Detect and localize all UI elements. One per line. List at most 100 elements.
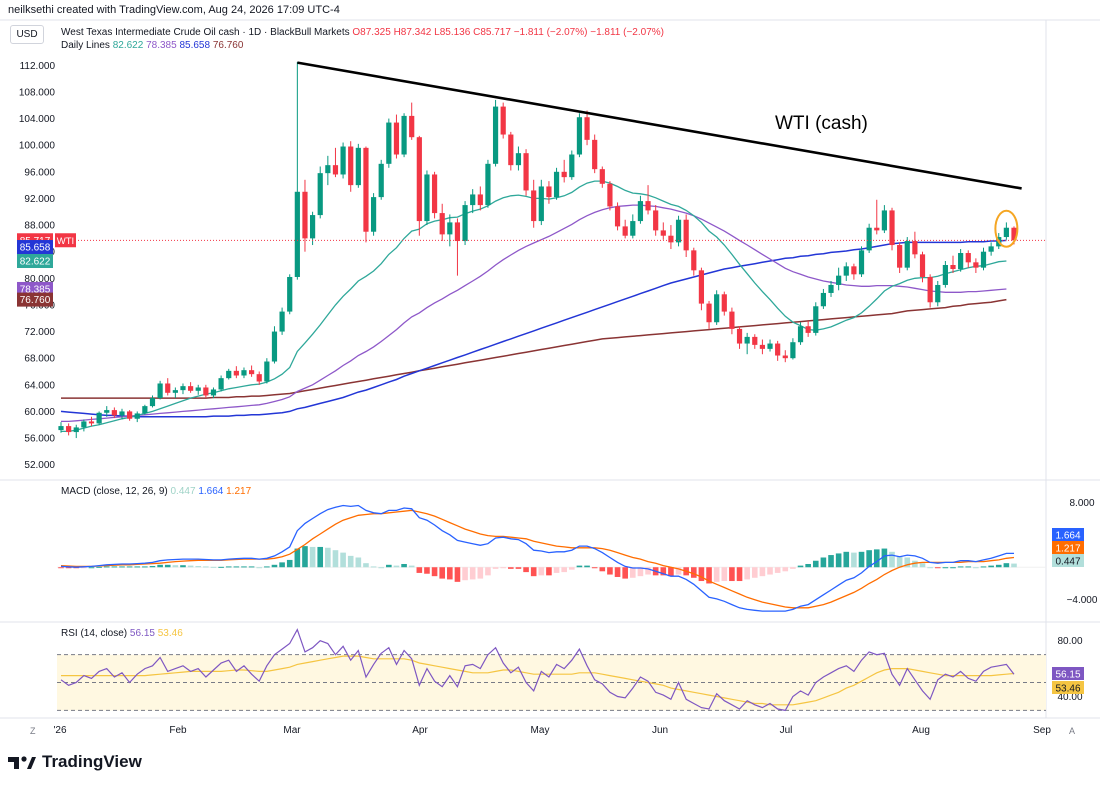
macd-histogram-bar (172, 565, 179, 568)
candle-body (805, 326, 811, 333)
macd-histogram-bar (965, 566, 972, 568)
header-credit: neilksethi created with TradingView.com,… (8, 4, 340, 16)
macd-histogram-bar (812, 560, 819, 568)
macd-histogram-bar (508, 567, 514, 569)
macd-histogram-bar (889, 551, 895, 568)
macd-title: MACD (close, 12, 26, 9) (61, 486, 168, 497)
price-tick-label: 72.000 (24, 327, 55, 338)
macd-histogram-bar (355, 557, 362, 568)
macd-histogram-bar (790, 567, 796, 569)
candle-body (111, 410, 117, 416)
candle-body (935, 284, 941, 303)
candle-body (691, 250, 697, 271)
candle-body (836, 275, 842, 285)
macd-histogram-bar (233, 566, 240, 568)
macd-histogram-bar (58, 567, 64, 569)
month-tick-label: '26 (53, 725, 66, 736)
macd-histogram-bar (347, 555, 354, 568)
macd-histogram-bar (957, 566, 964, 568)
price-badge-label: 82.622 (20, 257, 51, 268)
ma20-value: 82.622 (112, 40, 144, 51)
candle-body (332, 165, 339, 175)
price-badge-label: 76.760 (20, 295, 51, 306)
candle-body (767, 343, 773, 349)
candle-body (485, 163, 491, 206)
main-legend: West Texas Intermediate Crude Oil cash ·… (61, 27, 664, 38)
candle-body (233, 370, 239, 376)
macd-histogram-bar (706, 567, 712, 584)
candle-body (370, 197, 377, 232)
macd-histogram-bar (759, 567, 766, 577)
macd-histogram-bar (103, 566, 110, 568)
macd-histogram-bar (630, 567, 636, 578)
macd-histogram-bar (835, 553, 842, 568)
macd-hist-value: 0.447 (170, 486, 196, 497)
macd-histogram-bar (729, 567, 735, 582)
macd-histogram-bar (271, 564, 278, 568)
timezone-button[interactable]: Z (30, 726, 36, 736)
candle-body (569, 154, 575, 178)
macd-histogram-bar (1011, 563, 1017, 568)
macd-histogram-bar (180, 565, 186, 568)
candle-body (492, 106, 499, 164)
macd-histogram-bar (225, 566, 232, 568)
macd-histogram-bar (751, 567, 758, 578)
macd-histogram-bar (805, 563, 811, 568)
price-tick-label: 92.000 (24, 194, 55, 205)
macd-histogram-bar (904, 557, 911, 568)
macd-badge (1052, 541, 1084, 554)
macd-histogram-bar (340, 552, 346, 568)
tradingview-brand: TradingView (8, 752, 142, 772)
ma100-line (60, 239, 1007, 418)
candle-body (668, 235, 674, 243)
macd-histogram-bar (88, 567, 95, 569)
candle-body (134, 413, 140, 419)
auto-scale-button[interactable]: A (1069, 726, 1076, 736)
rsi-badge-label: 53.46 (1055, 684, 1080, 695)
candle-body (393, 122, 400, 155)
trendline: WTI (cash) (297, 61, 1022, 248)
macd-histogram-bar (401, 563, 407, 568)
macd-histogram-bar (134, 566, 141, 568)
candle-body (553, 171, 560, 198)
candle-body (958, 253, 964, 269)
macd-histogram-bar (614, 567, 621, 577)
rsi-title: RSI (14, close) (61, 628, 128, 639)
macd-histogram-bar (546, 567, 552, 576)
month-tick-label: Jun (652, 725, 668, 736)
candle-body (782, 355, 788, 359)
macd-histogram-bar (408, 565, 415, 568)
macd-tick-label: 8.000 (1069, 498, 1094, 509)
macd-histogram-bar (256, 567, 263, 569)
macd-histogram-bar (1003, 563, 1010, 568)
candle-body (744, 336, 750, 344)
currency-button[interactable]: USD (10, 25, 44, 44)
macd-histogram-bar (218, 566, 224, 568)
ma-legend-title: Daily Lines (61, 40, 110, 51)
price-tick-label: 60.000 (24, 407, 55, 418)
macd-pane: 8.000 −4.000 1.664 1.217 0.447 (57, 498, 1098, 612)
ma-legend: Daily Lines 82.622 78.385 85.658 76.760 (61, 40, 243, 51)
macd-histogram-bar (363, 563, 369, 568)
candle-body (721, 294, 727, 312)
candle-body (523, 153, 529, 191)
candle-body (538, 186, 544, 222)
price-tick-label: 64.000 (24, 380, 55, 391)
low-value: L85.136 (434, 27, 471, 38)
macd-histogram-bar (416, 567, 423, 573)
candle-body (416, 137, 422, 222)
tradingview-logo-icon (8, 756, 36, 769)
candle-body (447, 222, 453, 235)
macd-histogram-bar (187, 565, 194, 568)
candle-body (614, 206, 621, 227)
price-tick-label: 108.000 (19, 87, 56, 98)
macd-histogram-bar (325, 547, 331, 568)
macd-histogram-bar (203, 566, 209, 568)
macd-histogram-bar (599, 567, 606, 572)
candle-body (226, 370, 232, 379)
change-value-2: −1.811 (−2.07%) (590, 27, 664, 38)
macd-histogram-bar (378, 567, 385, 569)
candle-body (477, 194, 483, 206)
macd-histogram-bar (828, 555, 834, 568)
candle-body (386, 122, 392, 164)
